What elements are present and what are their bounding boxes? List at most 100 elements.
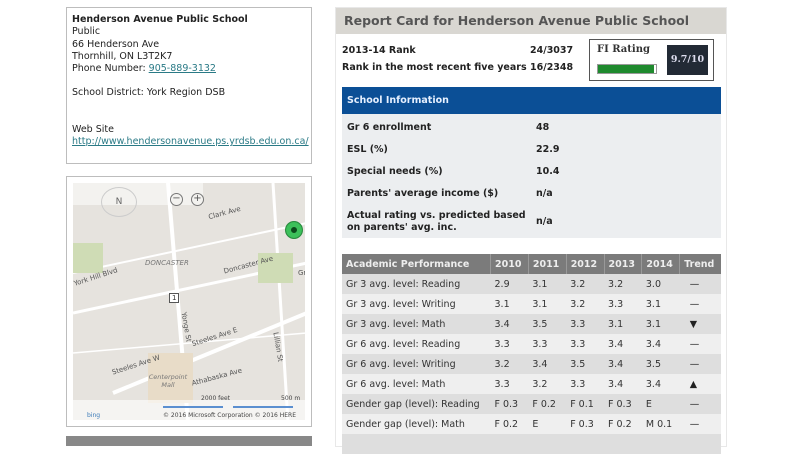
school-district: School District: York Region DSB [72,87,226,99]
info-value: n/a [536,216,553,227]
table-cell: 3.4 [604,374,642,394]
school-info-table: Gr 6 enrollment 48 ESL (%) 22.9 Special ne… [342,114,721,238]
table-row: Gr 3 avg. level: Reading 2.9 3.1 3.2 3.2 3.0— [342,274,721,294]
trend-cell: ▼ [679,314,721,334]
scale-meters: 500 m [281,395,301,402]
table-row: Gr 6 avg. level: Math 3.3 3.2 3.3 3.4 3.4 ▲ [342,374,721,394]
trend-cell: — [679,274,721,294]
column-header: 2011 [527,254,567,274]
trend-cell: — [679,334,721,354]
info-value: 48 [536,122,550,133]
table-row: Gender gap (level): Math F 0.2 E F 0.3 F 0.2… [342,414,721,434]
table-row: Gr 3 avg. level: Writing 3.1 3.1 3.2 3.3 3.1— [342,294,721,314]
table-cell: 3.4 [641,374,680,394]
table-cell: Gender gap (level): Math [342,414,491,434]
table-cell: 3.3 [566,374,605,394]
table-cell: E [528,414,567,434]
table-row: Gender gap (level): Reading F 0.3 F 0.2 F 0… [342,394,721,414]
address-line1: 66 Henderson Ave [72,38,160,50]
table-cell: 3.5 [566,354,605,374]
table-row-cutoff [342,434,721,454]
column-header: Trend [679,254,721,274]
table-cell: 3.1 [528,274,567,294]
info-label: Actual rating vs. predicted based on par… [347,210,526,233]
table-cell: E [641,394,680,414]
table-cell: 3.0 [641,274,680,294]
highway-shield: 1 [169,293,180,303]
table-cell: 3.3 [604,294,642,314]
map-label: DONCASTER [145,259,189,267]
info-label: ESL (%) [347,144,388,155]
address-line2: Thornhill, ON L3T2K7 [72,50,173,62]
table-cell: 3.3 [566,334,605,354]
info-value: 10.4 [536,166,560,177]
table-cell: F 0.3 [604,394,642,414]
map-card: N − + Clark Ave DONCASTER Doncaster Ave … [66,176,312,427]
info-label: Special needs (%) [347,166,443,177]
table-cell: F 0.3 [566,414,605,434]
column-header: 2013 [603,254,642,274]
rank-value: 24/3037 [530,45,574,56]
info-value: 22.9 [536,144,560,155]
school-contact-card: Henderson Avenue Public School Public 66… [66,7,312,164]
table-cell: 3.1 [641,294,680,314]
report-title: Report Card for Henderson Avenue Public … [336,8,726,34]
zoom-out-icon[interactable]: − [170,193,183,206]
table-cell: Gender gap (level): Reading [342,394,491,414]
table-cell: 3.1 [528,294,567,314]
fi-progress-bar [597,64,657,74]
table-cell: Gr 6 avg. level: Reading [342,334,491,354]
fi-label: FI Rating [597,44,650,55]
table-row: Gr 6 avg. level: Writing 3.2 3.4 3.5 3.4 3.5— [342,354,721,374]
table-cell: 3.4 [641,334,680,354]
table-cell: 2.9 [490,274,529,294]
rank5-label: Rank in the most recent five years [342,62,527,73]
zoom-in-icon[interactable]: + [191,193,204,206]
scale-feet: 2000 feet [201,395,231,402]
trend-cell: — [679,354,721,374]
map-label: Gr [298,269,305,277]
bing-logo: bing [87,412,101,419]
info-value: n/a [536,188,553,199]
table-cell: 3.2 [566,294,605,314]
table-cell: F 0.2 [604,414,642,434]
table-cell: 3.3 [566,314,605,334]
table-cell: F 0.2 [528,394,567,414]
table-cell: 3.3 [490,374,529,394]
table-cell: F 0.3 [490,394,529,414]
next-panel-header [66,436,312,446]
map[interactable]: N − + Clark Ave DONCASTER Doncaster Ave … [73,183,305,420]
table-cell: 3.2 [604,274,642,294]
column-header: 2010 [490,254,529,274]
compass-label: N [115,197,123,207]
table-cell: Gr 3 avg. level: Reading [342,274,491,294]
table-cell: 3.2 [490,354,529,374]
table-cell: 3.2 [566,274,605,294]
table-cell: Gr 3 avg. level: Writing [342,294,491,314]
map-roads [73,183,305,420]
phone-label: Phone Number: [72,63,149,75]
pan-control[interactable]: N [101,187,137,217]
rank-label: 2013-14 Rank [342,45,416,56]
location-pin-icon[interactable] [285,221,303,239]
table-cell: 3.3 [490,334,529,354]
table-row: Gr 6 avg. level: Reading 3.3 3.3 3.3 3.4 3.4— [342,334,721,354]
table-cell: 3.5 [528,314,567,334]
table-cell: F 0.1 [566,394,605,414]
fi-value: 9.7/10 [667,45,708,75]
table-cell: Gr 6 avg. level: Writing [342,354,491,374]
table-cell: Gr 3 avg. level: Math [342,314,491,334]
fi-rating-box: FI Rating 9.7/10 [589,39,714,81]
table-cell: 3.4 [604,334,642,354]
trend-cell: — [679,294,721,314]
phone-link[interactable]: 905-889-3132 [148,63,216,75]
rank5-value: 16/2348 [530,62,574,73]
website-link[interactable]: http://www.hendersonavenue.ps.yrdsb.edu.… [72,136,309,148]
table-cell: F 0.2 [490,414,529,434]
fi-progress-fill [598,65,655,73]
table-cell: 3.2 [528,374,567,394]
report-card: Report Card for Henderson Avenue Public … [335,7,727,454]
table-cell: 3.3 [528,334,567,354]
school-info-header: School Information [342,87,721,114]
school-name: Henderson Avenue Public School [72,14,248,25]
